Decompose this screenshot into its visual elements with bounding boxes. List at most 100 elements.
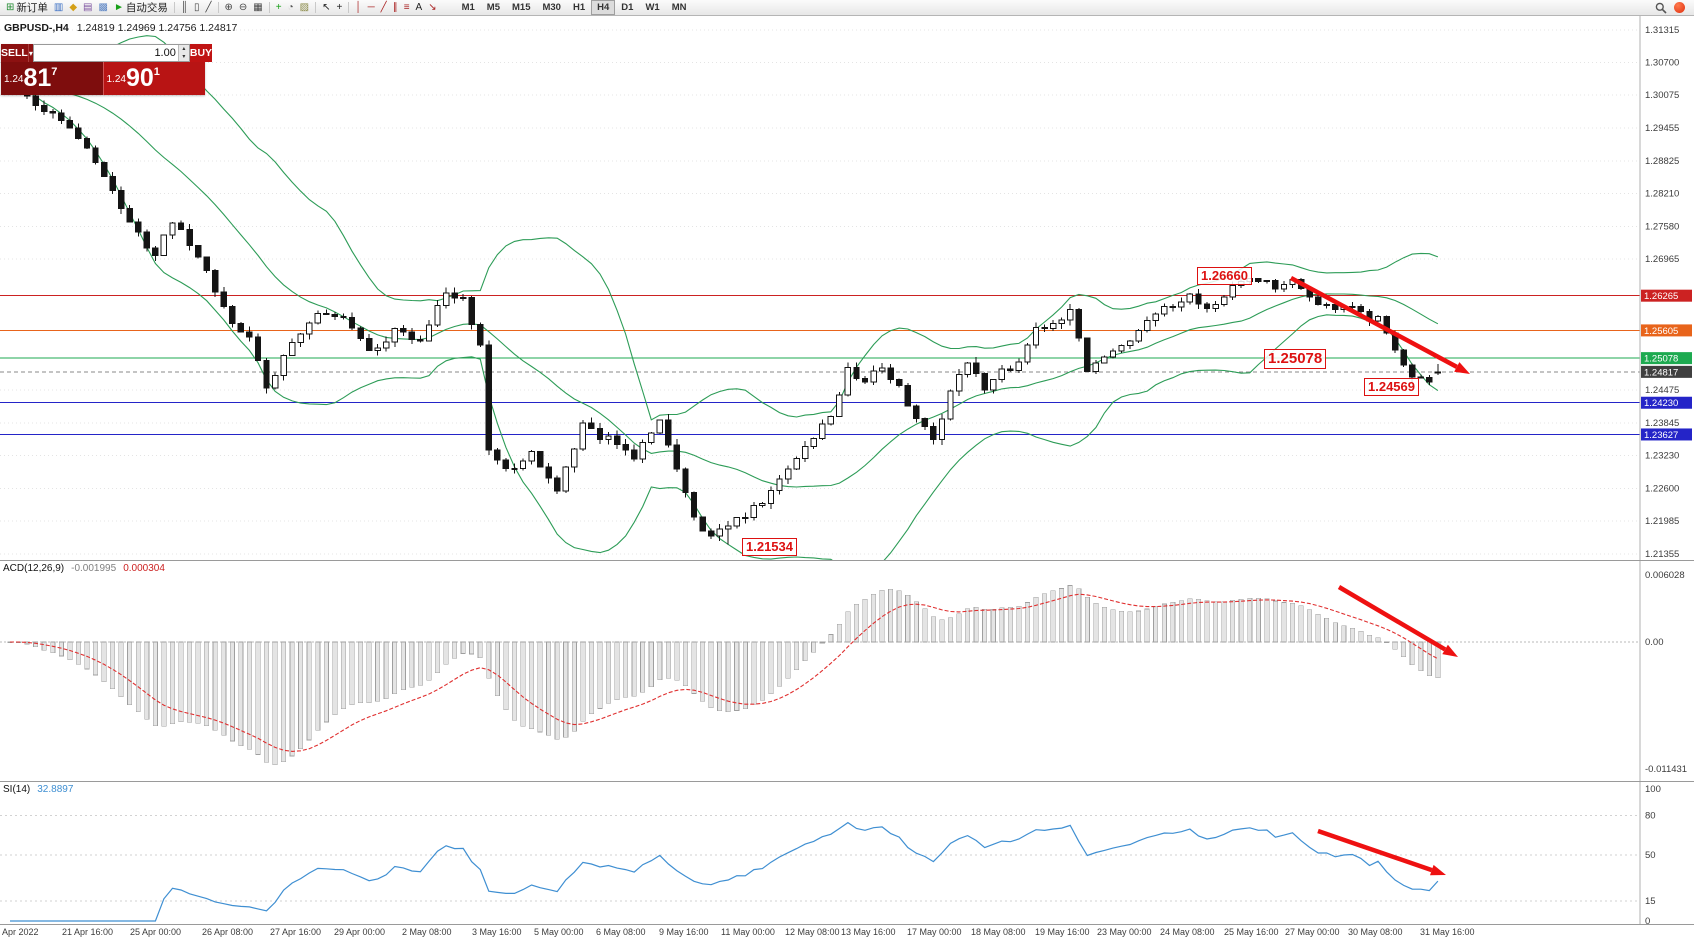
toolbar-separator [217,2,219,13]
cursor-icon[interactable]: ↖ [319,1,333,15]
timeframe-m15[interactable]: M15 [512,2,531,13]
terminal-icon[interactable]: ▩ [96,1,111,15]
chart-symbol-period: GBPUSD-,H4 [4,22,69,34]
line-chart-icon[interactable]: ╱ [202,1,214,15]
date-label: 23 May 00:00 [1097,927,1152,937]
date-label: 29 Apr 00:00 [334,927,386,937]
vertical-line-icon[interactable]: │ [352,1,364,15]
svg-text:1.28825: 1.28825 [1645,156,1679,167]
timeframe-mn[interactable]: MN [671,2,687,13]
svg-text:1.24230: 1.24230 [1644,398,1678,409]
rsi-name: SI(14) [3,784,31,795]
svg-text:1.25605: 1.25605 [1644,326,1678,337]
timeframe-m5[interactable]: M5 [486,2,500,13]
data-window-icon[interactable]: ◆ [66,1,80,15]
zoom-in-icon[interactable]: ⊕ [222,1,236,15]
macd-axis-labels: 0.006028 0.00 -0.011431 [1645,570,1687,775]
timeframe-m1[interactable]: M1 [461,2,475,13]
macd-panel-canvas[interactable]: 0.006028 0.00 -0.011431 [0,560,1694,781]
volume-up-button[interactable]: ▴ [178,45,189,53]
volume-stepper: ▴ ▾ [177,45,189,61]
timeframe-w1[interactable]: W1 [645,2,660,13]
sell-price[interactable]: 1.24817 [1,62,103,95]
date-label: 9 May 16:00 [659,927,709,937]
zoom-out-icon[interactable]: ⊖ [236,1,250,15]
date-label: 2 May 08:00 [402,927,452,937]
svg-text:50: 50 [1645,850,1656,861]
market-watch-icon[interactable]: ▥ [51,1,66,15]
date-label: 27 Apr 16:00 [270,927,322,937]
trendline-icon[interactable]: ╱ [378,1,390,15]
date-label: 17 May 00:00 [907,927,962,937]
date-label: 24 May 08:00 [1160,927,1215,937]
bar-chart-icon-glyph: ║ [180,1,188,13]
svg-text:1.27580: 1.27580 [1645,222,1679,233]
volume-down-button[interactable]: ▾ [178,53,189,61]
autotrading-button[interactable]: ► 自动交易 [111,1,171,15]
date-label: 31 May 16:00 [1420,927,1475,937]
period-menu-button-glyph: ◔ [287,1,294,13]
horizontal-line-icon[interactable]: ─ [365,1,378,15]
macd-indicator-label: ACD(12,26,9) -0.001995 0.000304 [3,563,165,574]
date-label: 27 May 00:00 [1285,927,1340,937]
date-label: 13 May 16:00 [841,927,896,937]
buy-price-big: 90 [125,64,154,92]
arrows-icon[interactable]: ↘ [425,1,439,15]
date-axis[interactable]: Apr 2022 21 Apr 16:00 25 Apr 00:00 26 Apr 0… [0,924,1694,940]
trend-arrow[interactable] [1317,828,1446,876]
date-label: 25 Apr 00:00 [130,927,182,937]
bar-chart-icon[interactable]: ║ [178,1,191,15]
new-order-button[interactable]: ⊞ 新订单 [3,1,51,15]
trend-arrow[interactable] [1337,585,1458,657]
macd-main-value: -0.001995 [71,563,117,574]
macd-histogram [7,585,1441,765]
volume-dropdown[interactable]: ▾ [27,44,33,62]
sell-price-sup: 7 [51,66,58,78]
toolbar-right-group [1655,2,1691,14]
price-level-badges: 1.26265 1.25605 1.25078 1.24817 1.24230 1.236… [1641,289,1692,441]
volume-input[interactable] [33,45,178,61]
navigator-icon[interactable]: ▤ [80,1,95,15]
text-icon-glyph: A [415,1,423,13]
toolbar-separator [268,2,270,13]
price-level-badge [1641,365,1692,378]
timeframe-d1[interactable]: D1 [621,2,634,13]
date-label: 26 Apr 08:00 [202,927,254,937]
trend-arrow[interactable] [1289,276,1470,374]
horizontal-line-icon-glyph: ─ [367,1,375,13]
crosshair-icon[interactable]: + [333,1,345,15]
rsi-line [10,821,1439,922]
text-icon[interactable]: A [413,1,426,15]
fibonacci-icon[interactable]: ≡ [401,1,413,15]
buy-price[interactable]: 1.24901 [102,62,205,95]
toolbar-separator [173,2,175,13]
timeframe-h4[interactable]: H4 [591,0,616,15]
svg-text:1.28210: 1.28210 [1645,188,1679,199]
price-chart-canvas[interactable]: 1.31315 1.30700 1.30075 1.29455 1.28825 1.282… [0,16,1694,560]
buy-button[interactable]: BUY [189,44,213,62]
add-indicator-button-glyph: + [275,1,282,13]
date-label: 5 May 00:00 [534,927,584,937]
rsi-panel-canvas[interactable]: 100 80 50 15 0 [0,781,1694,924]
buy-price-prefix: 1.24 [106,74,126,85]
rsi-axis-labels: 100 80 50 15 0 [1645,784,1661,924]
search-icon[interactable] [1655,2,1667,14]
svg-text:15: 15 [1645,896,1656,907]
svg-text:1.26265: 1.26265 [1644,291,1678,302]
sell-button[interactable]: SELL [1,44,28,62]
timeframe-m30[interactable]: M30 [542,2,561,13]
candlestick-chart-icon[interactable]: ▯ [191,1,203,15]
svg-text:1.26965: 1.26965 [1645,254,1679,265]
channel-icon[interactable]: ∥ [390,1,401,15]
period-menu-button[interactable]: ◔ [285,1,297,15]
timeframe-h1[interactable]: H1 [572,2,586,13]
template-menu-button[interactable]: ▨ [297,1,312,15]
add-indicator-button[interactable]: + [273,1,285,15]
candlestick-chart-icon-glyph: ▯ [193,1,200,13]
tile-windows-icon[interactable]: ▦ [250,1,265,15]
new-order-button-label: 新订单 [16,2,48,14]
template-menu-button-glyph: ▨ [299,1,310,13]
notification-badge[interactable] [1674,2,1685,13]
horizontal-levels[interactable] [0,295,1640,435]
date-label: 6 May 08:00 [596,927,646,937]
